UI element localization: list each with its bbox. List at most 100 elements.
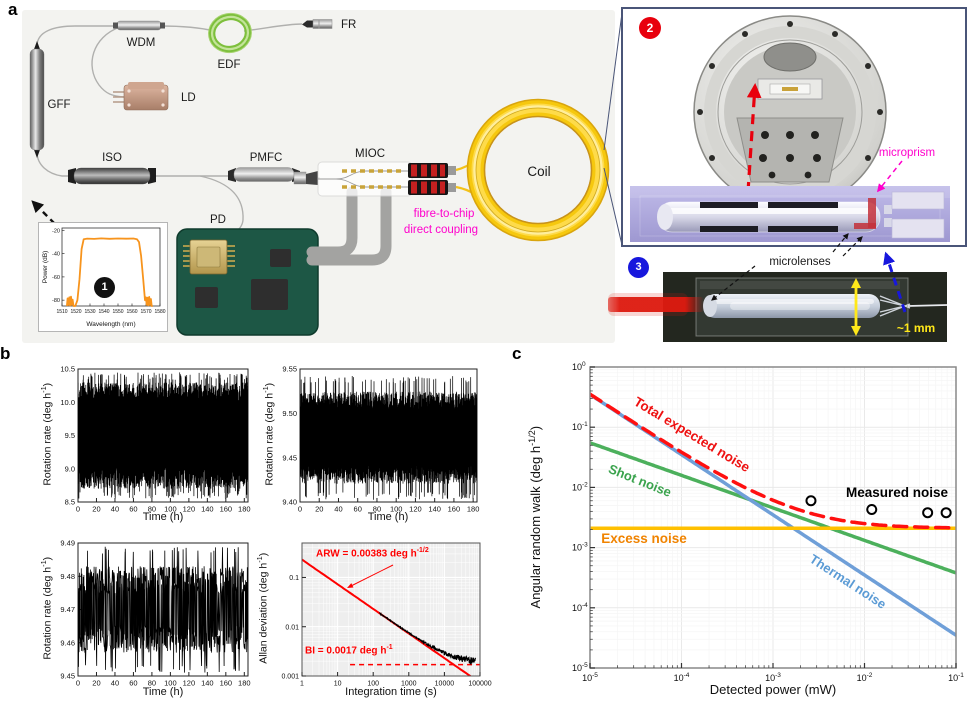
svg-text:10.5: 10.5: [60, 365, 75, 374]
svg-text:1510: 1510: [56, 309, 67, 315]
panel-c-letter: c: [512, 344, 522, 363]
gff-component: [29, 41, 45, 158]
scale-arrow: [851, 278, 861, 336]
b1-ylabel: Rotation rate (deg h-1): [38, 382, 54, 486]
excess-noise-label: Excess noise: [601, 531, 687, 546]
svg-text:-80: -80: [52, 298, 60, 304]
svg-text:10-1: 10-1: [572, 421, 588, 432]
coil-label: Coil: [527, 164, 550, 179]
svg-text:10-3: 10-3: [572, 542, 588, 553]
mioc-label: MIOC: [355, 148, 385, 160]
svg-text:120: 120: [183, 679, 196, 688]
optical-setup-schematic: GFF WDM EDF FR LD ISO PMFC MIOC PD Coil …: [22, 7, 967, 343]
svg-text:-60: -60: [52, 275, 60, 281]
svg-text:1520: 1520: [70, 309, 81, 315]
spectrum-callout-arrow: [31, 200, 63, 232]
svg-text:9.0: 9.0: [65, 464, 75, 473]
svg-text:0.001: 0.001: [281, 674, 299, 681]
svg-text:0.01: 0.01: [285, 624, 299, 631]
svg-text:10000: 10000: [435, 681, 455, 688]
microlens-photo: [608, 272, 948, 342]
svg-text:9.55: 9.55: [282, 365, 297, 374]
svg-text:180: 180: [238, 505, 251, 514]
svg-text:100: 100: [572, 361, 586, 372]
svg-text:40: 40: [111, 505, 119, 514]
mioc-chip: [293, 161, 456, 197]
coupling-note-line2: direct coupling: [404, 224, 478, 236]
svg-text:120: 120: [183, 505, 196, 514]
c-ylabel: Angular random walk (deg h-1/2): [526, 425, 544, 609]
b3-xlabel: Time (h): [142, 686, 184, 698]
svg-text:10-4: 10-4: [674, 672, 690, 683]
svg-text:9.46: 9.46: [60, 638, 75, 647]
svg-text:9.45: 9.45: [60, 672, 75, 681]
svg-text:-40: -40: [52, 252, 60, 258]
iso-component: [68, 167, 156, 185]
bi-annotation: BI = 0.0017 deg h-1: [305, 644, 393, 657]
svg-text:9.5: 9.5: [65, 431, 75, 440]
pmfc-label: PMFC: [250, 152, 283, 164]
svg-text:0.1: 0.1: [289, 575, 299, 582]
svg-text:1570: 1570: [140, 309, 151, 315]
laser-beam: [608, 297, 704, 312]
svg-text:100: 100: [164, 679, 177, 688]
svg-text:40: 40: [334, 505, 342, 514]
svg-text:0: 0: [298, 505, 302, 514]
microprism-label: microprism: [879, 147, 935, 159]
svg-text:180: 180: [467, 505, 480, 514]
ribbon-cables: [306, 186, 392, 266]
badge-1: 1: [94, 277, 115, 298]
svg-text:100: 100: [164, 505, 177, 514]
scale-label: ~1 mm: [897, 321, 935, 335]
rotation-rate-chart-2: 0 20 40 60 80 100 120 140 160 180 9.40 9.45 9.50 9.55: [282, 365, 480, 514]
panel-b-letter: b: [0, 344, 11, 363]
svg-text:1540: 1540: [98, 309, 109, 315]
c-xlabel: Detected power (mW): [709, 682, 837, 697]
badge-3: 3: [628, 257, 649, 278]
wdm-label: WDM: [127, 37, 156, 49]
b1-xlabel: Time (h): [142, 511, 184, 523]
svg-text:80: 80: [373, 505, 381, 514]
svg-text:20: 20: [92, 505, 100, 514]
ld-component: [113, 82, 169, 111]
svg-text:10-2: 10-2: [857, 672, 873, 683]
b4-xlabel: Integration time (s): [345, 686, 437, 698]
svg-text:0: 0: [76, 505, 80, 514]
svg-text:160: 160: [448, 505, 461, 514]
noise-budget-chart: 10-5 10-4 10-3 10-2 10-1 10-5 10-4 10-3 10-2 10-1…: [572, 361, 964, 683]
chip-photo: [630, 186, 950, 242]
svg-text:1560: 1560: [126, 309, 137, 315]
microprism-arrow: [876, 160, 903, 193]
fr-label: FR: [341, 19, 356, 31]
svg-text:1580: 1580: [154, 309, 165, 315]
svg-text:10-3: 10-3: [765, 672, 781, 683]
svg-text:140: 140: [428, 505, 441, 514]
svg-text:80: 80: [148, 679, 156, 688]
b4-ylabel: Allan deviation (deg h-1): [254, 552, 270, 664]
rotation-rate-chart-1: 0 20 40 60 80 100 120 140 160 180 8.5 9.0 9.5 10.0 10.…: [60, 365, 251, 514]
svg-text:60: 60: [129, 679, 137, 688]
svg-text:1530: 1530: [84, 309, 95, 315]
pmfc-component: [228, 167, 300, 182]
wdm-component: [113, 20, 165, 31]
panel-a-letter: a: [8, 0, 18, 19]
b2-xlabel: Time (h): [367, 511, 409, 523]
coupling-note-line1: fibre-to-chip: [414, 208, 475, 220]
svg-text:8.5: 8.5: [65, 498, 75, 507]
allan-deviation-chart: 1 10 100 1000 10000 100000 0.1 0.01 0.001: [281, 542, 492, 688]
fibre-chip-connectors: [408, 163, 456, 195]
iso-label: ISO: [102, 152, 122, 164]
svg-text:10-2: 10-2: [572, 481, 588, 492]
svg-text:20: 20: [92, 679, 100, 688]
edf-label: EDF: [218, 59, 241, 71]
svg-text:9.47: 9.47: [60, 605, 75, 614]
svg-text:10-1: 10-1: [948, 672, 964, 683]
svg-text:120: 120: [409, 505, 422, 514]
svg-text:9.50: 9.50: [282, 409, 297, 418]
svg-text:100: 100: [390, 505, 403, 514]
svg-text:9.49: 9.49: [60, 539, 75, 548]
arw-annotation: ARW = 0.00383 deg h-1/2: [316, 547, 429, 560]
fr-connector: [302, 19, 333, 29]
svg-text:Wavelength (nm): Wavelength (nm): [86, 321, 135, 328]
